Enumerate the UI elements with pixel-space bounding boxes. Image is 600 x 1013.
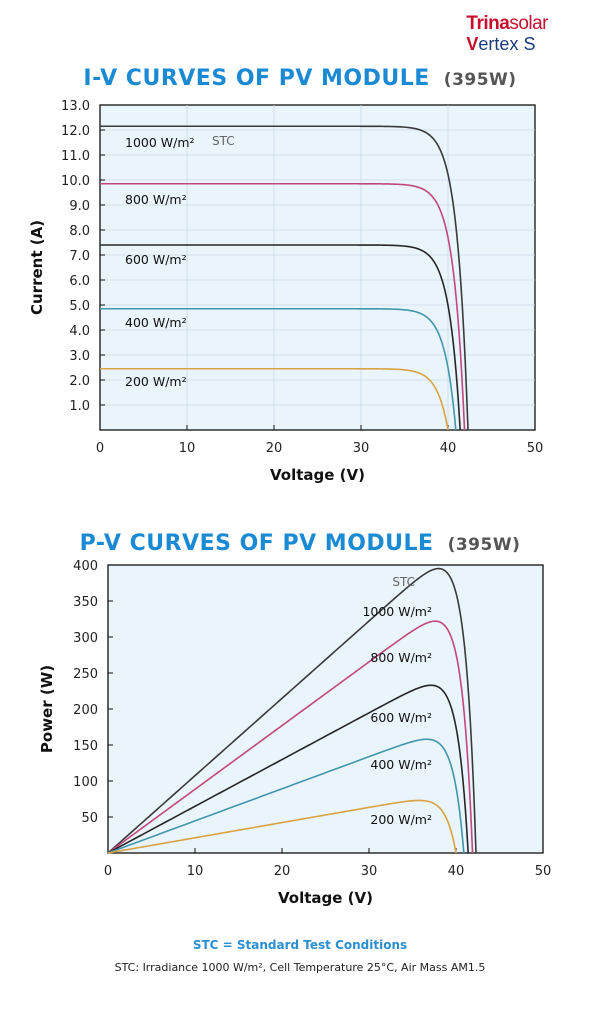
y-tick-label: 9.0 [69,199,90,214]
x-axis-label: Voltage (V) [270,466,365,484]
y-axis-label: Current (A) [28,220,46,315]
x-tick-label: 20 [274,864,291,879]
series-label: 800 W/m² [370,650,432,665]
footnote-text: STC: Irradiance 1000 W/m², Cell Temperat… [114,961,486,974]
x-axis-label: Voltage (V) [278,889,373,907]
y-tick-label: 250 [73,667,98,682]
pv-rating: (395W) [447,535,521,555]
series-line [107,567,477,854]
x-tick-label: 50 [527,441,544,456]
series-line [100,307,457,431]
brand-name-bold: Trina [466,13,510,34]
footnote-title: STC = Standard Test Conditions [192,938,408,952]
series-line [107,799,457,854]
stc-annotation: STC [392,575,415,589]
y-tick-label: 200 [73,703,98,718]
x-tick-label: 0 [104,864,112,879]
y-tick-label: 11.0 [61,149,90,164]
y-tick-label: 8.0 [69,224,90,239]
iv-rating: (395W) [443,70,517,90]
x-tick-label: 40 [448,864,465,879]
x-tick-label: 10 [179,441,196,456]
stc-annotation: STC [212,134,235,148]
brand-name-light: solar [509,13,548,34]
y-tick-label: 50 [81,811,98,826]
series-label: 400 W/m² [125,315,187,330]
pv-title-text: P-V CURVES OF PV MODULE [79,531,434,556]
series-label: 800 W/m² [125,192,187,207]
y-tick-label: 100 [73,775,98,790]
product-name-v: V [466,34,479,54]
x-tick-label: 50 [535,864,552,879]
y-axis-label: Power (W) [38,665,56,753]
pv-chart: 0 10 20 30 40 50 50 100 150 200 250 300 350 400 Voltag… [38,559,552,907]
y-tick-label: 150 [73,739,98,754]
product-name: Vertex S [466,35,548,53]
series-line [107,620,474,854]
x-tick-label: 20 [266,441,283,456]
series-label: 200 W/m² [370,812,432,827]
x-tick-label: 40 [440,441,457,456]
series-line [107,738,465,854]
x-tick-label: 30 [361,864,378,879]
product-name-rest: ertex S [478,34,536,54]
brand-name: Trinasolar [466,14,548,33]
y-tick-label: 5.0 [69,299,90,314]
y-tick-label: 2.0 [69,374,90,389]
brand-logo: Trinasolar Vertex S [466,14,548,53]
series-line [107,684,469,854]
y-tick-label: 300 [73,631,98,646]
iv-chart-title: I-V CURVES OF PV MODULE (395W) [0,66,600,91]
y-tick-label: 1.0 [69,399,90,414]
pv-chart-title: P-V CURVES OF PV MODULE (395W) [0,531,600,556]
series-line [100,182,466,431]
y-tick-label: 400 [73,559,98,574]
iv-title-text: I-V CURVES OF PV MODULE [83,66,430,91]
iv-chart: 0 10 20 30 40 50 1.0 2.0 3.0 4.0 5.0 6.0 7.0 8.0 9.0 10… [28,99,544,484]
series-line [100,367,449,431]
series-label: 400 W/m² [370,757,432,772]
series-line [100,125,469,431]
y-tick-label: 13.0 [61,99,90,114]
series-label: 600 W/m² [370,710,432,725]
y-tick-label: 10.0 [61,174,90,189]
y-tick-label: 3.0 [69,349,90,364]
y-tick-label: 4.0 [69,324,90,339]
y-tick-label: 7.0 [69,249,90,264]
x-tick-label: 0 [96,441,104,456]
series-line [100,244,461,431]
x-tick-label: 10 [187,864,204,879]
series-label: 600 W/m² [125,252,187,267]
y-tick-label: 350 [73,595,98,610]
series-label: 200 W/m² [125,374,187,389]
series-label: 1000 W/m² [125,135,195,150]
y-tick-label: 6.0 [69,274,90,289]
plot-area [107,564,544,854]
x-tick-label: 30 [353,441,370,456]
y-tick-label: 12.0 [61,124,90,139]
series-label: 1000 W/m² [362,604,432,619]
